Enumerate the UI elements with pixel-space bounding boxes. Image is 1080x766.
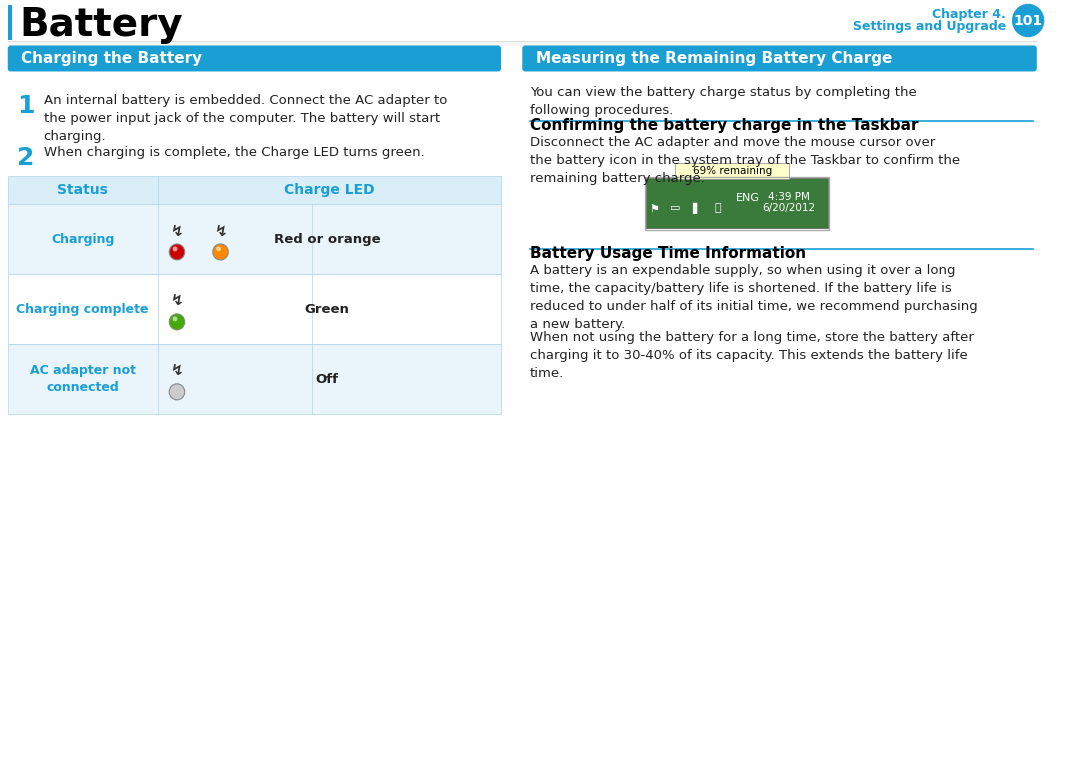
Text: ↯: ↯ — [171, 293, 184, 309]
Text: ↯: ↯ — [171, 363, 184, 378]
Text: 4:39 PM: 4:39 PM — [768, 192, 810, 202]
Text: 6/20/2012: 6/20/2012 — [762, 204, 815, 214]
Text: ENG: ENG — [735, 193, 759, 204]
Text: ↯: ↯ — [214, 224, 227, 238]
Text: Confirming the battery charge in the Taskbar: Confirming the battery charge in the Tas… — [530, 119, 918, 133]
Text: ⚑: ⚑ — [649, 204, 659, 214]
Text: Battery: Battery — [19, 5, 183, 44]
Text: 101: 101 — [1013, 14, 1042, 28]
Circle shape — [170, 314, 185, 330]
Text: Charging: Charging — [51, 233, 114, 246]
Text: Charge LED: Charge LED — [284, 183, 375, 198]
FancyBboxPatch shape — [8, 45, 501, 71]
FancyBboxPatch shape — [646, 178, 828, 228]
Text: ▌: ▌ — [692, 203, 701, 214]
Text: Measuring the Remaining Battery Charge: Measuring the Remaining Battery Charge — [536, 51, 892, 66]
Circle shape — [170, 244, 185, 260]
Text: Green: Green — [305, 303, 349, 316]
FancyBboxPatch shape — [523, 45, 1037, 71]
Text: ▭: ▭ — [670, 204, 680, 214]
Text: Settings and Upgrade: Settings and Upgrade — [852, 20, 1005, 33]
FancyBboxPatch shape — [8, 176, 501, 205]
Text: An internal battery is embedded. Connect the AC adapter to
the power input jack : An internal battery is embedded. Connect… — [43, 94, 447, 143]
Text: When charging is complete, the Charge LED turns green.: When charging is complete, the Charge LE… — [43, 146, 424, 159]
Text: Chapter 4.: Chapter 4. — [932, 8, 1005, 21]
Circle shape — [213, 244, 228, 260]
FancyBboxPatch shape — [8, 344, 501, 414]
FancyBboxPatch shape — [8, 205, 501, 274]
Text: 1: 1 — [17, 94, 35, 119]
FancyBboxPatch shape — [675, 163, 789, 179]
Text: ↯: ↯ — [171, 224, 184, 238]
FancyBboxPatch shape — [8, 41, 1037, 42]
Text: Disconnect the AC adapter and move the mouse cursor over
the battery icon in the: Disconnect the AC adapter and move the m… — [530, 136, 960, 185]
Text: Battery Usage Time Information: Battery Usage Time Information — [530, 247, 806, 261]
Circle shape — [173, 316, 177, 322]
Text: When not using the battery for a long time, store the battery after
charging it : When not using the battery for a long ti… — [530, 332, 974, 380]
Circle shape — [216, 247, 221, 251]
Text: Charging complete: Charging complete — [16, 303, 149, 316]
Text: 🔇: 🔇 — [714, 204, 721, 214]
Text: Red or orange: Red or orange — [273, 233, 380, 246]
FancyBboxPatch shape — [8, 274, 501, 344]
Text: A battery is an expendable supply, so when using it over a long
time, the capaci: A battery is an expendable supply, so wh… — [530, 264, 977, 332]
Circle shape — [1013, 5, 1043, 37]
FancyBboxPatch shape — [8, 5, 12, 41]
Circle shape — [170, 384, 185, 400]
Text: 69% remaining: 69% remaining — [692, 166, 772, 176]
Text: You can view the battery charge status by completing the
following procedures.: You can view the battery charge status b… — [530, 87, 917, 117]
Text: Status: Status — [57, 183, 108, 198]
Text: AC adapter not
connected: AC adapter not connected — [29, 365, 136, 394]
Text: Charging the Battery: Charging the Battery — [22, 51, 202, 66]
Text: 2: 2 — [17, 146, 35, 170]
Text: Off: Off — [315, 373, 338, 386]
FancyBboxPatch shape — [8, 42, 1037, 47]
Circle shape — [173, 247, 177, 251]
